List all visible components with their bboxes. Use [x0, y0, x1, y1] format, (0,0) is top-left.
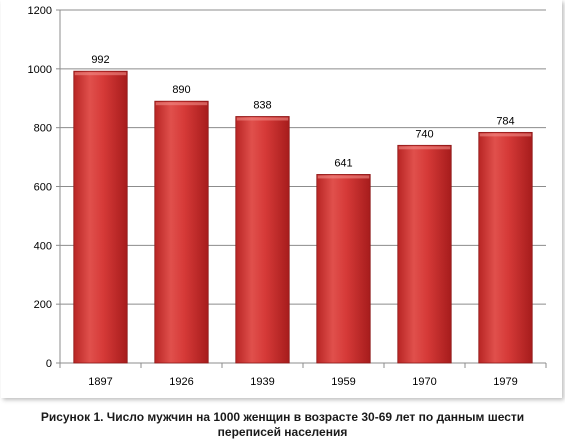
data-label-1939: 838 — [253, 99, 271, 111]
x-tick-label-1926: 1926 — [169, 376, 193, 388]
data-label-1959: 641 — [334, 157, 352, 169]
data-label-1970: 740 — [415, 128, 433, 140]
caption-line-1: Рисунок 1. Число мужчин на 1000 женщин в… — [40, 410, 525, 424]
bar-1979 — [478, 131, 533, 364]
x-tick-label-1970: 1970 — [412, 376, 436, 388]
chart-container: 0 200 400 600 800 1000 1200 992 1897 890 1926 838 19… — [1, 0, 562, 398]
bar-1897 — [73, 70, 128, 364]
bar-highlight — [479, 133, 532, 137]
x-tick-label-1959: 1959 — [331, 376, 355, 388]
y-tick-label: 1000 — [28, 64, 52, 76]
labels: 0 200 400 600 800 1000 1200 992 1897 890 1926 838 19… — [28, 5, 518, 388]
axes — [56, 9, 547, 368]
figure-caption: Рисунок 1. Число мужчин на 1000 женщин в… — [0, 410, 565, 440]
y-tick-label: 600 — [34, 182, 52, 194]
bar-1926 — [154, 100, 209, 364]
y-tick-label: 200 — [34, 299, 52, 311]
bar-1959 — [316, 174, 371, 364]
x-tick-label-1897: 1897 — [88, 376, 112, 388]
gridlines — [60, 9, 546, 305]
y-tick-label: 0 — [46, 358, 52, 370]
bar-1970 — [397, 144, 452, 364]
data-label-1897: 992 — [91, 54, 109, 66]
bar-highlight — [155, 102, 208, 106]
bars — [73, 70, 533, 364]
x-tick-label-1939: 1939 — [250, 376, 274, 388]
x-tick-label-1979: 1979 — [493, 376, 517, 388]
bar-highlight — [236, 117, 289, 121]
bar-1939 — [235, 116, 290, 364]
caption-line-2: переписей населения — [217, 425, 348, 439]
y-tick-label: 400 — [34, 240, 52, 252]
bar-highlight — [398, 146, 451, 150]
y-tick-label: 1200 — [28, 5, 52, 17]
data-label-1926: 890 — [172, 84, 190, 96]
bar-highlight — [74, 72, 127, 76]
y-tick-label: 800 — [34, 123, 52, 135]
data-label-1979: 784 — [496, 115, 514, 127]
bar-highlight — [317, 175, 370, 179]
bar-chart: 0 200 400 600 800 1000 1200 992 1897 890 1926 838 19… — [28, 5, 547, 388]
